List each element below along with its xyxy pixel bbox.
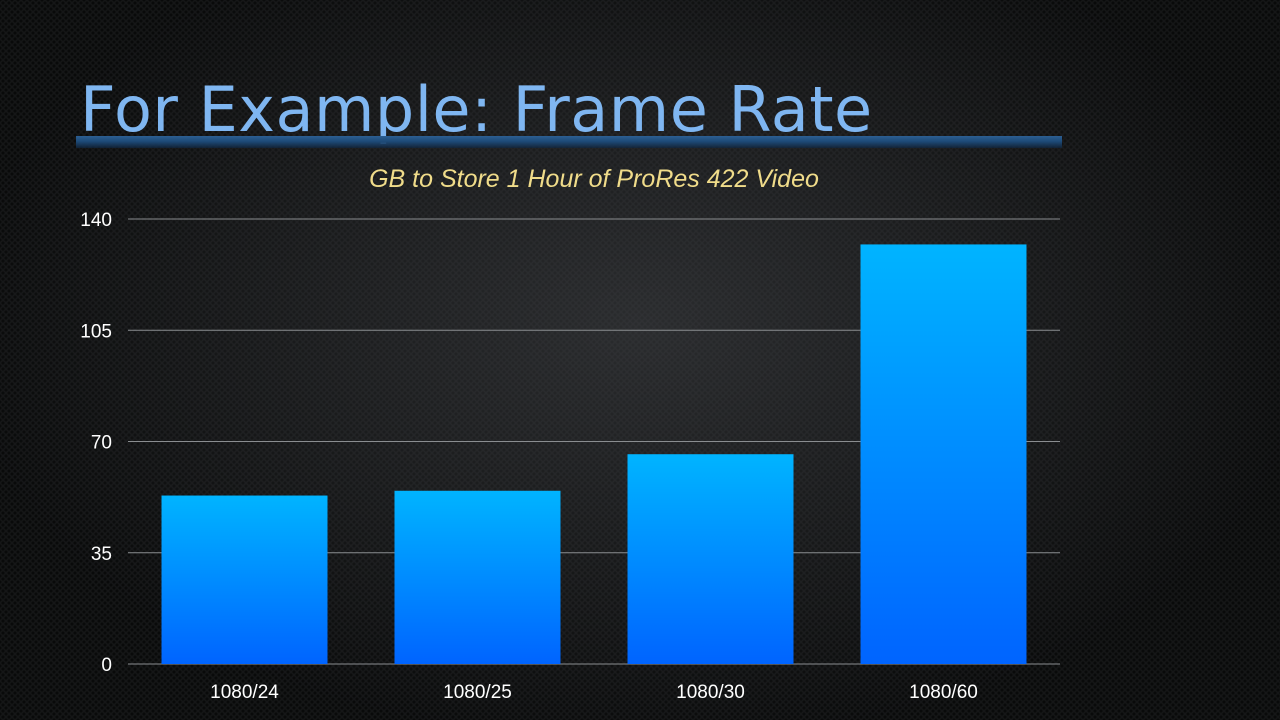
y-tick-label: 105	[80, 321, 112, 342]
y-tick-label: 70	[91, 433, 112, 454]
x-tick-label: 1080/30	[676, 682, 745, 703]
x-tick-label: 1080/60	[909, 682, 978, 703]
bar-1080-24	[161, 495, 328, 664]
y-tick-label: 0	[101, 655, 112, 676]
bar-1080-30	[627, 454, 794, 664]
y-tick-label: 140	[80, 210, 112, 231]
slide-title: For Example: Frame Rate	[80, 73, 873, 146]
title-underline	[76, 136, 1062, 148]
y-tick-label: 35	[91, 544, 112, 565]
x-tick-label: 1080/25	[443, 682, 512, 703]
x-tick-label: 1080/24	[210, 682, 279, 703]
chart-title: GB to Store 1 Hour of ProRes 422 Video	[369, 165, 819, 193]
bar-1080-25	[394, 490, 561, 664]
bar-1080-60	[860, 244, 1027, 664]
